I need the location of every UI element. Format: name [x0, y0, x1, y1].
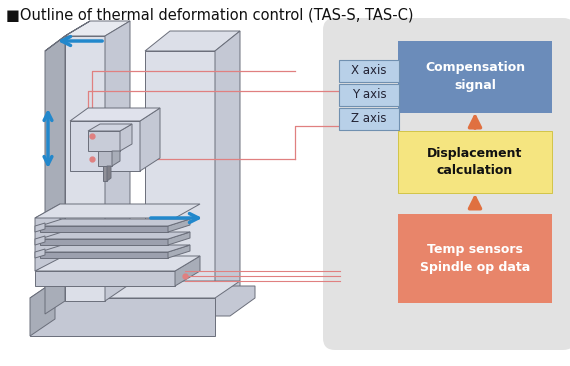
- Polygon shape: [168, 219, 190, 232]
- Polygon shape: [35, 204, 60, 271]
- Polygon shape: [98, 151, 112, 166]
- Polygon shape: [30, 281, 240, 298]
- Polygon shape: [88, 131, 120, 151]
- Text: Y axis: Y axis: [352, 89, 386, 101]
- Polygon shape: [35, 223, 45, 232]
- Polygon shape: [145, 31, 240, 51]
- Polygon shape: [107, 166, 111, 181]
- Polygon shape: [65, 36, 105, 301]
- Polygon shape: [120, 286, 145, 316]
- Polygon shape: [112, 151, 120, 166]
- Polygon shape: [35, 271, 175, 286]
- FancyBboxPatch shape: [323, 18, 570, 350]
- Polygon shape: [120, 286, 255, 316]
- Text: ■Outline of thermal deformation control (TAS-S, TAS-C): ■Outline of thermal deformation control …: [6, 8, 413, 23]
- Text: Z axis: Z axis: [351, 112, 387, 126]
- Polygon shape: [105, 21, 130, 301]
- FancyBboxPatch shape: [398, 214, 552, 303]
- Text: X axis: X axis: [351, 64, 387, 78]
- Polygon shape: [103, 166, 107, 181]
- Polygon shape: [35, 256, 200, 271]
- Polygon shape: [168, 232, 190, 245]
- Polygon shape: [30, 281, 55, 336]
- Polygon shape: [35, 236, 45, 245]
- Text: Compensation
signal: Compensation signal: [425, 61, 525, 93]
- Polygon shape: [40, 232, 190, 239]
- Polygon shape: [175, 256, 200, 286]
- Polygon shape: [45, 21, 90, 51]
- Polygon shape: [145, 51, 215, 306]
- Polygon shape: [168, 245, 190, 258]
- FancyBboxPatch shape: [339, 108, 399, 130]
- Polygon shape: [40, 219, 190, 226]
- Polygon shape: [70, 121, 140, 171]
- Polygon shape: [65, 21, 130, 36]
- Text: Temp sensors
Spindle op data: Temp sensors Spindle op data: [420, 243, 530, 274]
- Polygon shape: [40, 252, 168, 258]
- FancyBboxPatch shape: [398, 41, 552, 113]
- Polygon shape: [88, 124, 132, 131]
- Polygon shape: [70, 108, 160, 121]
- FancyBboxPatch shape: [339, 60, 399, 82]
- FancyBboxPatch shape: [398, 131, 552, 193]
- Polygon shape: [40, 245, 190, 252]
- Polygon shape: [35, 204, 200, 218]
- FancyBboxPatch shape: [339, 84, 399, 106]
- Text: Displacement
calculation: Displacement calculation: [428, 146, 523, 178]
- Polygon shape: [40, 239, 168, 245]
- Polygon shape: [35, 249, 45, 258]
- Polygon shape: [120, 124, 132, 151]
- Polygon shape: [45, 36, 65, 314]
- Polygon shape: [215, 31, 240, 306]
- Polygon shape: [30, 298, 215, 336]
- Polygon shape: [40, 226, 168, 232]
- Polygon shape: [140, 108, 160, 171]
